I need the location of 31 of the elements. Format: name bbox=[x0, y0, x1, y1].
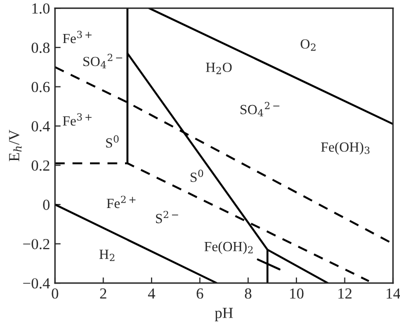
annotation: H$_{2}$O bbox=[206, 62, 232, 74]
annotation: O$_{2}$ bbox=[300, 39, 316, 51]
y-axis-title: E$_{h}$/V bbox=[9, 130, 22, 162]
x-tick-label: 2 bbox=[100, 288, 106, 299]
y-tick-label: −0.4 bbox=[23, 278, 50, 289]
y-tick-label: 1.0 bbox=[32, 3, 50, 14]
x-tick-label: 0 bbox=[52, 288, 58, 299]
annotation: Fe$^{2+}$ bbox=[106, 196, 136, 208]
y-tick-label: 0 bbox=[43, 200, 50, 210]
x-tick-label: 12 bbox=[338, 288, 352, 299]
annotation: SO$_{4}$$^{2−}$ bbox=[240, 102, 280, 116]
y-tick-label: 0.6 bbox=[32, 82, 50, 92]
annotation: Fe(OH)$_{3}$ bbox=[321, 142, 370, 155]
x-tick-label: 10 bbox=[290, 288, 304, 299]
annotation: Fe$^{3+}$ bbox=[62, 30, 92, 44]
x-tick-label: 6 bbox=[196, 288, 204, 299]
annotation: S$^{0}$ bbox=[190, 170, 204, 182]
annotation: Fe(OH)$_{2}$ bbox=[204, 241, 253, 254]
annotation: S$^{2−}$ bbox=[156, 210, 178, 224]
x-axis-title: pH bbox=[214, 308, 233, 322]
y-tick-label: 0.4 bbox=[32, 121, 50, 132]
x-tick-label: 14 bbox=[386, 288, 400, 299]
x-tick-label: 4 bbox=[148, 288, 156, 299]
x-tick-label: 8 bbox=[244, 288, 252, 299]
annotation: H$_{2}$ bbox=[99, 250, 114, 262]
y-tick-label: 0.8 bbox=[32, 42, 50, 53]
y-tick-label: 0.2 bbox=[32, 160, 50, 171]
annotation: Fe$^{3+}$ bbox=[62, 113, 92, 126]
y-tick-label: −0.2 bbox=[23, 238, 50, 250]
annotation: SO$_{4}$$^{2−}$ bbox=[83, 54, 122, 68]
annotation: S$^{0}$ bbox=[106, 135, 119, 148]
